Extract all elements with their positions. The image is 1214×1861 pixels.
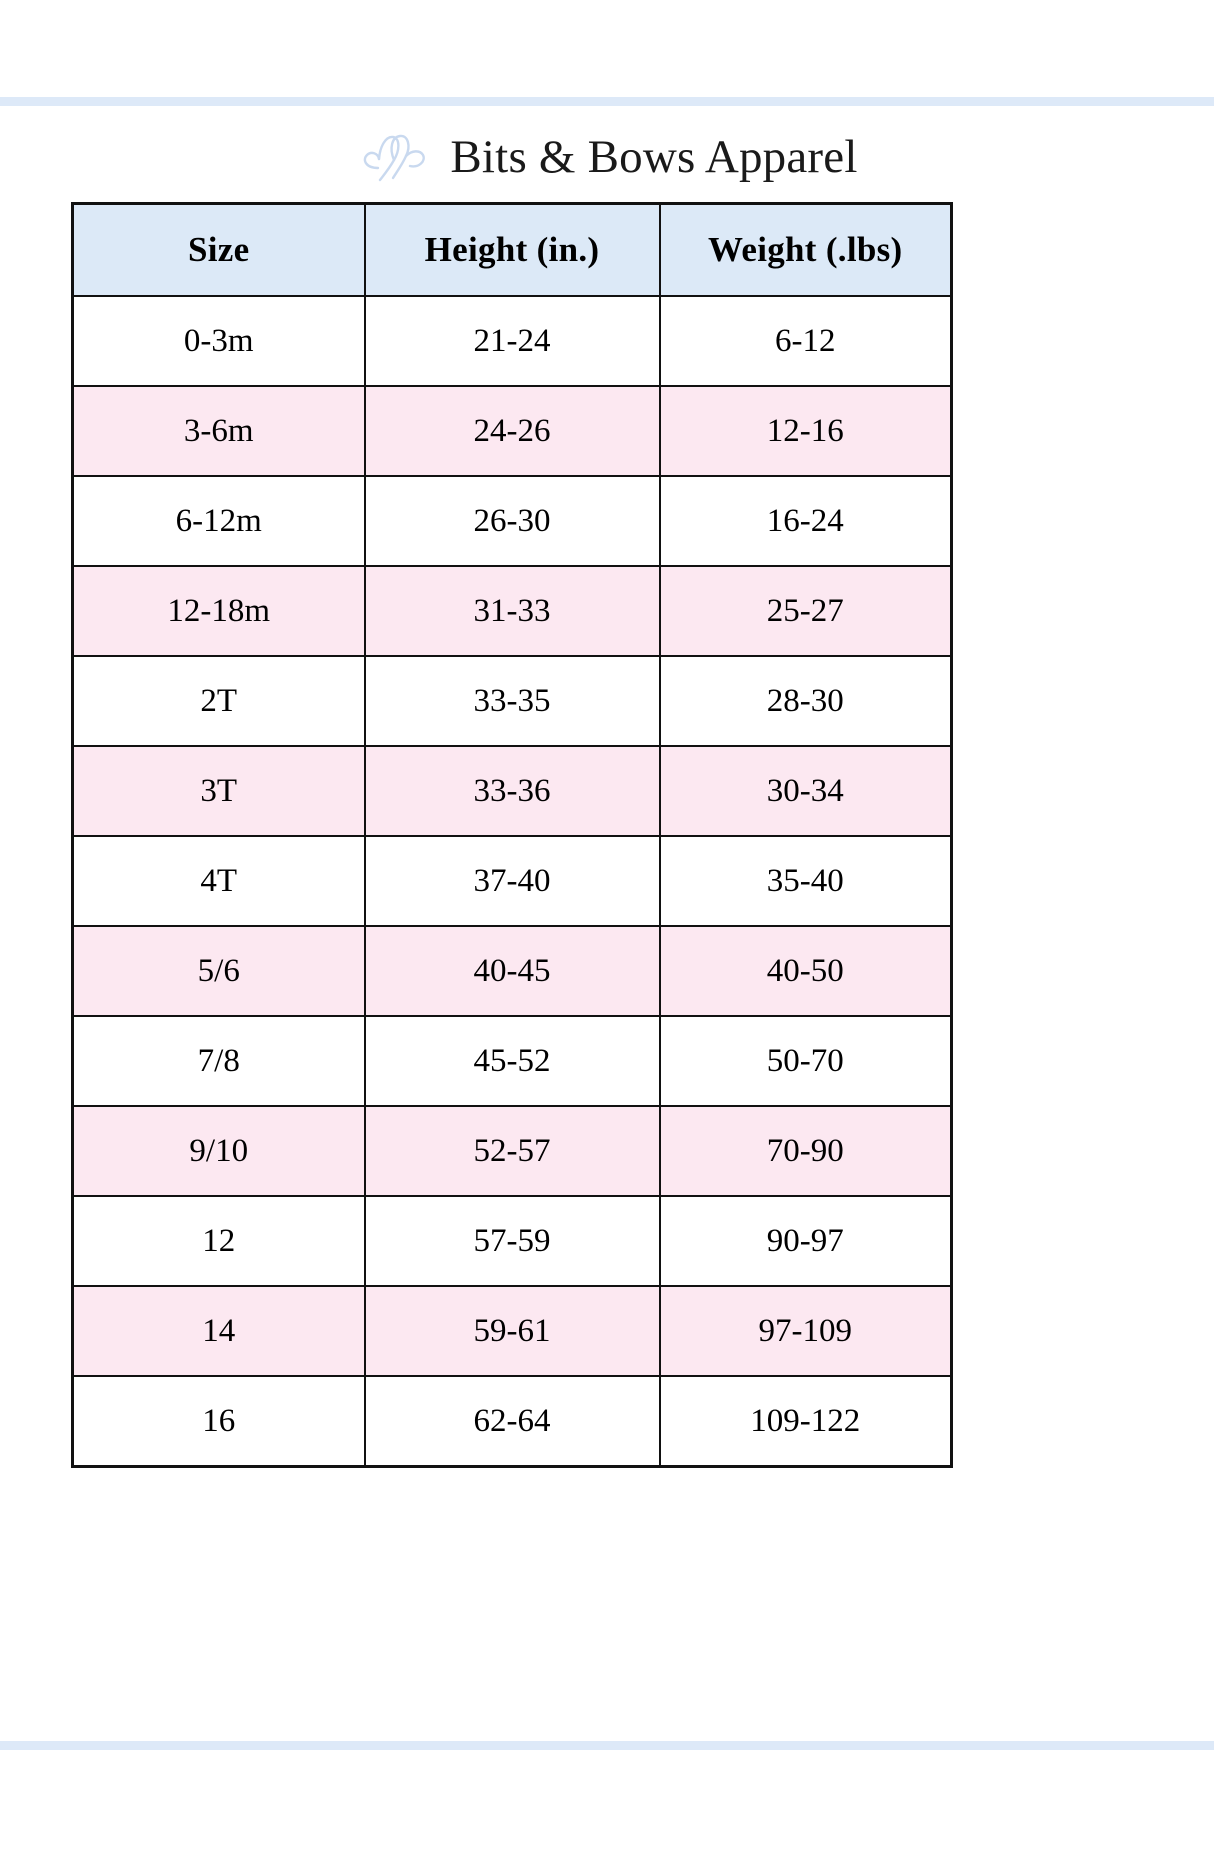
cell-size: 14	[71, 1285, 366, 1377]
cell-height: 40-45	[363, 925, 661, 1017]
cell-height: 52-57	[363, 1105, 661, 1197]
cell-weight: 70-90	[658, 1105, 953, 1197]
table-row: 9/10 52-57 70-90	[71, 1105, 953, 1197]
column-header-size: Size	[71, 202, 366, 297]
cell-weight: 90-97	[658, 1195, 953, 1287]
cell-size: 3-6m	[71, 385, 366, 477]
cell-weight: 50-70	[658, 1015, 953, 1107]
cell-weight: 12-16	[658, 385, 953, 477]
cell-weight: 30-34	[658, 745, 953, 837]
cell-height: 26-30	[363, 475, 661, 567]
cell-weight: 40-50	[658, 925, 953, 1017]
column-header-weight: Weight (.lbs)	[658, 202, 953, 297]
brand-header: Bits & Bows Apparel	[0, 126, 1214, 188]
cell-height: 33-36	[363, 745, 661, 837]
cell-height: 31-33	[363, 565, 661, 657]
cell-size: 6-12m	[71, 475, 366, 567]
cell-size: 9/10	[71, 1105, 366, 1197]
table-row: 4T 37-40 35-40	[71, 835, 953, 927]
column-header-height: Height (in.)	[363, 202, 661, 297]
table-row: 5/6 40-45 40-50	[71, 925, 953, 1017]
table-row: 2T 33-35 28-30	[71, 655, 953, 747]
cell-size: 2T	[71, 655, 366, 747]
cell-height: 21-24	[363, 295, 661, 387]
table-row: 16 62-64 109-122	[71, 1375, 953, 1468]
cell-size: 4T	[71, 835, 366, 927]
page-title: Bits & Bows Apparel	[450, 130, 858, 183]
cell-height: 62-64	[363, 1375, 661, 1468]
size-chart-table: Size Height (in.) Weight (.lbs) 0-3m 21-…	[71, 202, 953, 1468]
cell-size: 12-18m	[71, 565, 366, 657]
table-row: 6-12m 26-30 16-24	[71, 475, 953, 567]
bow-monogram-icon	[364, 134, 426, 182]
cell-height: 24-26	[363, 385, 661, 477]
cell-size: 0-3m	[71, 295, 366, 387]
cell-weight: 109-122	[658, 1375, 953, 1468]
cell-weight: 25-27	[658, 565, 953, 657]
cell-weight: 16-24	[658, 475, 953, 567]
cell-weight: 35-40	[658, 835, 953, 927]
size-chart-table-wrap: Size Height (in.) Weight (.lbs) 0-3m 21-…	[71, 202, 953, 1468]
table-header-row: Size Height (in.) Weight (.lbs)	[71, 202, 953, 297]
cell-weight: 28-30	[658, 655, 953, 747]
table-row: 12 57-59 90-97	[71, 1195, 953, 1287]
table-row: 3-6m 24-26 12-16	[71, 385, 953, 477]
cell-size: 5/6	[71, 925, 366, 1017]
cell-height: 37-40	[363, 835, 661, 927]
top-divider-rule	[0, 97, 1214, 106]
bottom-divider-rule	[0, 1741, 1214, 1750]
cell-height: 59-61	[363, 1285, 661, 1377]
table-row: 12-18m 31-33 25-27	[71, 565, 953, 657]
cell-weight: 6-12	[658, 295, 953, 387]
cell-height: 45-52	[363, 1015, 661, 1107]
table-row: 7/8 45-52 50-70	[71, 1015, 953, 1107]
cell-size: 3T	[71, 745, 366, 837]
cell-size: 12	[71, 1195, 366, 1287]
table-row: 14 59-61 97-109	[71, 1285, 953, 1377]
cell-weight: 97-109	[658, 1285, 953, 1377]
cell-height: 33-35	[363, 655, 661, 747]
cell-height: 57-59	[363, 1195, 661, 1287]
table-row: 0-3m 21-24 6-12	[71, 295, 953, 387]
table-row: 3T 33-36 30-34	[71, 745, 953, 837]
cell-size: 7/8	[71, 1015, 366, 1107]
cell-size: 16	[71, 1375, 366, 1468]
